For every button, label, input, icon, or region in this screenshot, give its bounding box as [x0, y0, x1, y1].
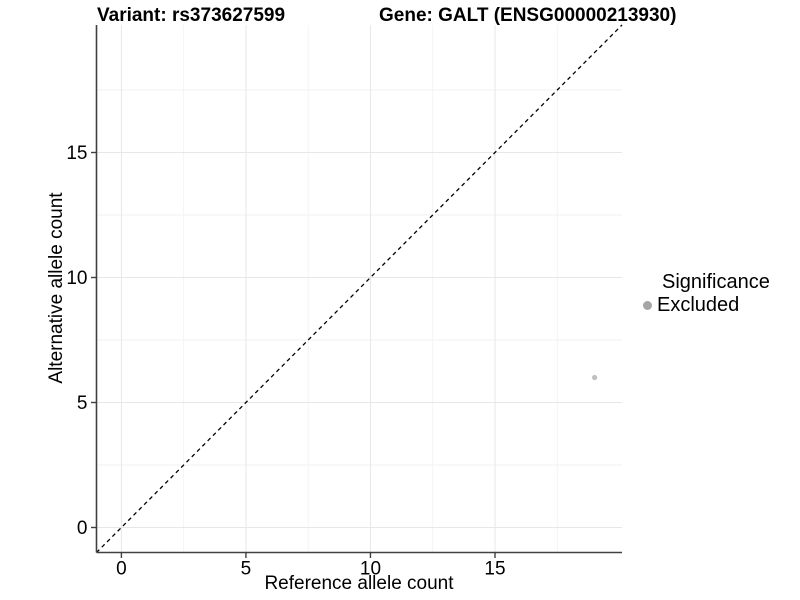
- gene-title: Gene: GALT (ENSG00000213930): [379, 5, 677, 26]
- variant-title: Variant: rs373627599: [97, 5, 286, 26]
- x-tick-label: 5: [241, 559, 252, 580]
- y-tick-label: 0: [77, 518, 88, 539]
- y-tick-label: 10: [66, 268, 87, 289]
- x-axis-title: Reference allele count: [264, 573, 454, 594]
- legend-item-excluded: Excluded: [640, 294, 800, 316]
- legend-title: Significance: [662, 271, 770, 293]
- x-tick-label: 0: [116, 559, 127, 580]
- data-point: [592, 374, 598, 381]
- legend-item-label: Excluded: [657, 294, 740, 316]
- y-tick-label: 15: [66, 143, 87, 164]
- identity-line: [96, 24, 623, 553]
- y-tick-label: 5: [77, 393, 88, 414]
- x-tick-label: 10: [360, 559, 381, 580]
- excluded-marker-icon: [643, 300, 652, 310]
- x-tick-label: 15: [484, 559, 505, 580]
- y-axis-title: Alternative allele count: [46, 192, 67, 384]
- legend: Significance Excluded: [640, 271, 800, 316]
